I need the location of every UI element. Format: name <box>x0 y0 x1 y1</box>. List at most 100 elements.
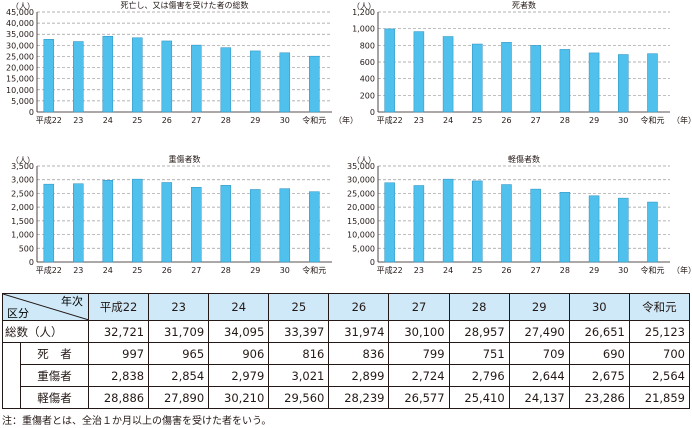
table-cell: 997 <box>87 342 150 365</box>
x-tick-label: 平成22 <box>36 115 62 125</box>
bar <box>191 187 202 263</box>
x-tick-label: 23 <box>73 116 83 125</box>
y-tick-label: 1,500 <box>11 217 34 226</box>
x-tick-label: 26 <box>162 266 172 275</box>
x-unit-label: （年） <box>334 115 358 125</box>
x-unit-label: （年） <box>672 265 692 275</box>
x-tick-label: 令和元 <box>640 115 664 125</box>
table-cell: 2,644 <box>508 364 570 387</box>
x-tick-label: 令和元 <box>302 115 326 125</box>
y-tick-label: 25,000 <box>6 52 34 61</box>
table-cell: 26,577 <box>388 386 450 409</box>
table-cell: 816 <box>268 342 330 365</box>
bar <box>559 192 571 263</box>
x-tick-label: 24 <box>103 116 113 125</box>
table-cell: 25,410 <box>448 386 510 409</box>
x-tick-label: 平成22 <box>377 265 403 275</box>
bar <box>43 183 55 263</box>
corner-category-label: 区分 <box>7 307 29 320</box>
year-header: 24 <box>208 293 270 321</box>
y-tick-label: 600 <box>360 58 375 67</box>
table-cell: 3,021 <box>268 364 330 387</box>
corner-diagonal: 年次 区分 <box>3 294 89 320</box>
bar <box>220 47 232 113</box>
table-cell: 23,286 <box>568 386 630 409</box>
x-tick-label: 27 <box>191 266 201 275</box>
table-cell: 30,100 <box>388 320 450 343</box>
table-cell: 32,721 <box>87 320 150 343</box>
bar <box>442 178 454 263</box>
y-tick-label: 30,000 <box>347 176 375 185</box>
bar <box>588 195 600 263</box>
bar <box>530 45 541 113</box>
x-tick-label: 27 <box>531 116 541 125</box>
table-cell: 799 <box>388 342 450 365</box>
table-header-row: 年次 区分 平成22 23 24 25 26 27 28 29 30 令和元 <box>2 293 691 321</box>
x-tick-label: 29 <box>589 116 599 125</box>
bar <box>250 189 261 263</box>
table-row-total: 総数（人） 32,721 31,709 34,095 33,397 31,974… <box>2 320 691 343</box>
table-cell: 2,675 <box>568 364 630 387</box>
year-header: 30 <box>568 293 630 321</box>
y-tick-label: 10,000 <box>6 86 34 95</box>
bar <box>309 191 320 263</box>
y-tick-label: 0 <box>370 258 375 267</box>
year-header: 平成22 <box>87 293 150 321</box>
bar <box>191 44 202 113</box>
bar <box>559 49 571 113</box>
table-cell: 28,239 <box>328 386 390 409</box>
year-header: 27 <box>388 293 450 321</box>
x-tick-label: 23 <box>414 266 424 275</box>
y-unit-label: （人） <box>352 156 376 165</box>
x-tick-label: 30 <box>618 266 628 275</box>
y-tick-label: 30,000 <box>6 41 34 50</box>
bar <box>309 55 320 113</box>
bar <box>588 52 600 113</box>
table-cell: 836 <box>328 342 390 365</box>
table-cell: 2,796 <box>448 364 510 387</box>
row-label: 死 者 <box>20 342 89 365</box>
x-tick-label: 25 <box>472 116 482 125</box>
x-tick-label: 25 <box>132 266 142 275</box>
bar <box>647 201 658 263</box>
bar <box>73 183 84 263</box>
x-tick-label: 23 <box>414 116 424 125</box>
table-cell: 33,397 <box>268 320 330 343</box>
table-cell: 2,854 <box>148 364 210 387</box>
table-row-minor: 軽傷者 28,886 27,890 30,210 29,560 28,239 2… <box>3 386 691 409</box>
corner-year-label: 年次 <box>61 294 83 308</box>
bar <box>73 41 84 113</box>
bar <box>161 182 173 263</box>
y-tick-label: 10,000 <box>347 231 375 240</box>
x-tick-label: 平成22 <box>377 115 403 125</box>
y-tick-label: 2,000 <box>11 203 34 212</box>
table-cell: 30,210 <box>208 386 270 409</box>
bar <box>618 197 629 263</box>
x-tick-label: 26 <box>501 266 511 275</box>
y-unit-label: （人） <box>11 156 35 165</box>
x-tick-label: 30 <box>280 116 290 125</box>
x-tick-label: 30 <box>280 266 290 275</box>
table-cell: 21,859 <box>628 386 691 409</box>
y-tick-label: 20,000 <box>347 203 375 212</box>
year-header: 26 <box>328 293 390 321</box>
x-tick-label: 27 <box>191 116 201 125</box>
x-tick-label: 28 <box>221 266 231 275</box>
year-header: 25 <box>268 293 330 321</box>
year-header: 29 <box>508 293 570 321</box>
bar <box>442 36 454 113</box>
x-tick-label: 29 <box>250 116 260 125</box>
table-cell: 27,490 <box>508 320 570 343</box>
chart-title: 死者数 <box>512 0 536 10</box>
y-tick-label: 15,000 <box>6 75 34 84</box>
bar <box>530 188 541 263</box>
x-tick-label: 平成22 <box>36 265 62 275</box>
y-tick-label: 500 <box>19 244 34 253</box>
table-cell: 709 <box>508 342 570 365</box>
table-cell: 26,651 <box>568 320 630 343</box>
x-tick-label: 26 <box>501 116 511 125</box>
y-tick-label: 1,200 <box>352 8 375 17</box>
chart-title: 死亡し、又は傷害を受けた者の総数 <box>121 0 249 10</box>
y-tick-label: 0 <box>370 108 375 117</box>
table-cell: 34,095 <box>208 320 270 343</box>
